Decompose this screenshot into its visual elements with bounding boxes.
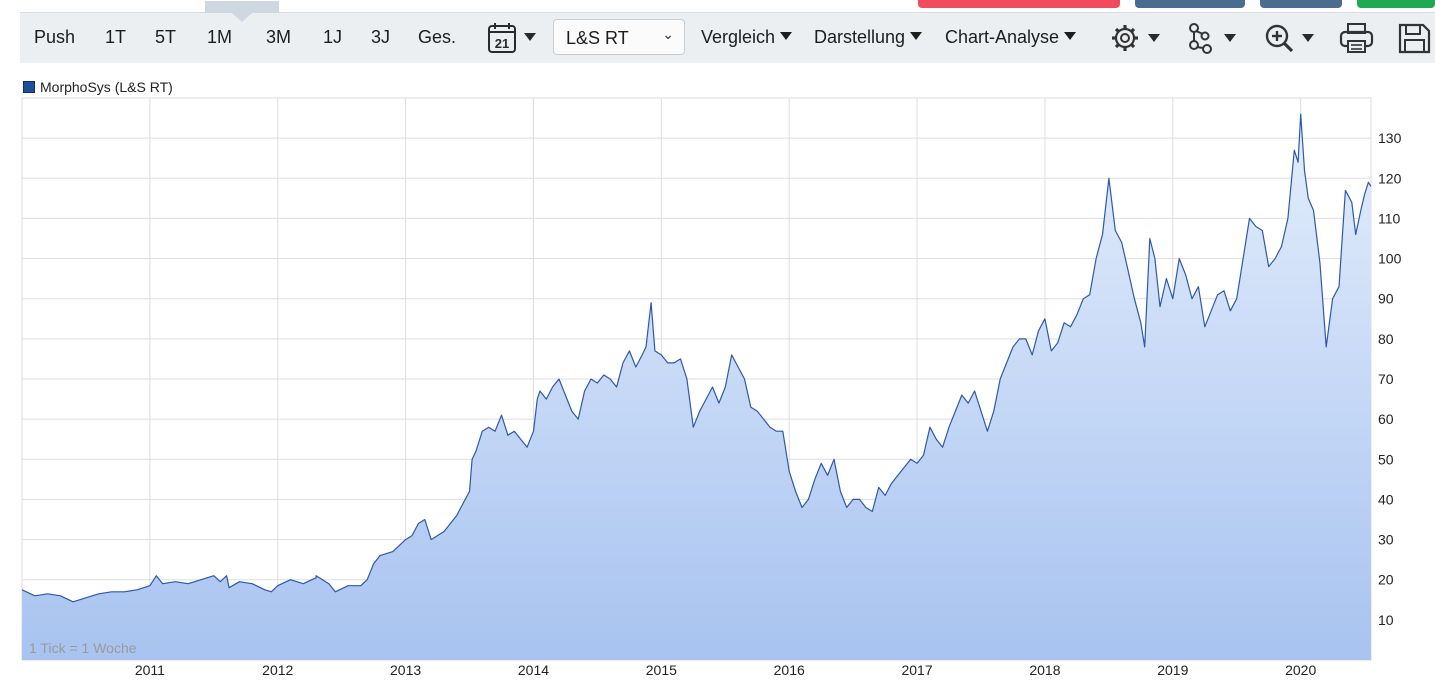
zoom-button[interactable]: [1262, 21, 1318, 55]
x-tick-label: 2013: [390, 662, 421, 678]
exchange-select[interactable]: L&S RT ⌄: [553, 19, 685, 55]
y-tick-label: 100: [1378, 251, 1402, 267]
top-strip-slate-1[interactable]: [1135, 0, 1245, 8]
network-icon: [1189, 23, 1236, 54]
print-button[interactable]: [1339, 21, 1375, 55]
top-strip-slate-2[interactable]: [1260, 0, 1342, 8]
period-ges[interactable]: Ges.: [418, 27, 457, 47]
active-period-indicator: [205, 1, 279, 22]
y-tick-label: 110: [1378, 210, 1401, 226]
y-tick-label: 40: [1378, 491, 1394, 507]
menu-vergleich-label: Vergleich: [701, 27, 776, 47]
y-tick-label: 10: [1378, 612, 1394, 628]
calendar-icon: 21: [488, 23, 536, 53]
x-tick-label: 2017: [901, 662, 932, 678]
save-button[interactable]: [1397, 21, 1433, 55]
y-tick-label: 20: [1378, 572, 1394, 588]
y-tick-label: 120: [1378, 170, 1402, 186]
caret-down-icon: [780, 32, 793, 41]
legend-label: MorphoSys (L&S RT): [40, 79, 173, 95]
menu-darstellung[interactable]: Darstellung: [814, 26, 923, 48]
settings-button[interactable]: [1110, 21, 1166, 55]
period-1t[interactable]: 1T: [105, 27, 127, 47]
series-area-fill: [22, 114, 1371, 661]
y-tick-label: 130: [1378, 130, 1402, 146]
exchange-value: L&S RT: [566, 28, 629, 48]
y-tick-label: 50: [1378, 451, 1394, 467]
menu-chart-analyse[interactable]: Chart-Analyse: [945, 26, 1077, 48]
indicators-button[interactable]: [1186, 21, 1242, 55]
calendar-button[interactable]: 21: [487, 21, 539, 55]
period-1m[interactable]: 1M: [207, 27, 233, 47]
y-tick-label: 70: [1378, 371, 1394, 387]
x-tick-label: 2014: [518, 662, 549, 678]
x-tick-label: 2016: [774, 662, 805, 678]
top-strip-red[interactable]: [918, 0, 1120, 8]
period-3j[interactable]: 3J: [371, 27, 391, 47]
menu-chart-analyse-label: Chart-Analyse: [945, 27, 1060, 47]
y-tick-label: 30: [1378, 532, 1394, 548]
menu-vergleich[interactable]: Vergleich: [701, 26, 793, 48]
y-tick-label: 60: [1378, 411, 1394, 427]
series-line[interactable]: [21, 113, 1372, 603]
zoom-in-icon: [1265, 24, 1314, 53]
x-tick-label: 2020: [1285, 662, 1316, 678]
period-5t[interactable]: 5T: [155, 27, 177, 47]
period-3m[interactable]: 3M: [266, 27, 292, 47]
top-strip-green[interactable]: [1357, 0, 1435, 8]
save-icon: [1398, 23, 1431, 54]
print-icon: [1339, 23, 1374, 53]
legend-swatch: [23, 81, 35, 93]
period-1j[interactable]: 1J: [323, 27, 343, 47]
x-tick-label: 2015: [646, 662, 677, 678]
y-tick-label: 90: [1378, 291, 1394, 307]
tick-interval-note: 1 Tick = 1 Woche: [29, 640, 137, 656]
menu-darstellung-label: Darstellung: [814, 27, 906, 47]
gear-icon: [1112, 25, 1160, 51]
x-tick-label: 2018: [1029, 662, 1060, 678]
x-tick-label: 2019: [1157, 662, 1188, 678]
x-tick-label: 2011: [135, 662, 165, 678]
period-push[interactable]: Push: [34, 27, 76, 47]
chart-toolbar: Push 1T 5T 1M 3M 1J 3J Ges. 21 L&S RT ⌄ …: [20, 1, 1435, 63]
x-tick-label: 2012: [262, 662, 293, 678]
caret-down-icon: [910, 32, 923, 41]
caret-down-icon: [1064, 32, 1077, 41]
y-tick-label: 80: [1378, 331, 1394, 347]
chart-legend: MorphoSys (L&S RT): [23, 79, 173, 95]
chevron-down-icon: ⌄: [662, 26, 674, 42]
calendar-day: 21: [495, 36, 509, 51]
